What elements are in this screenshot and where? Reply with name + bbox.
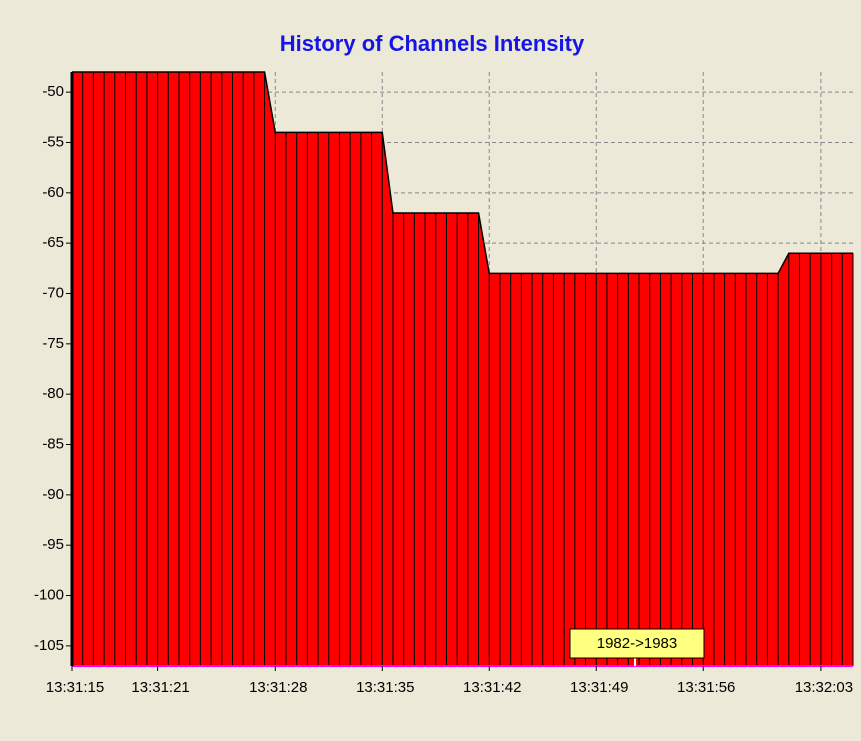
area [72,72,853,666]
y-tick-label: -105 [34,637,64,654]
plot: -50 -55 -60 -65 -70 -75 -80 -85 -90 -95 -100 -105 13… [34,71,854,696]
y-tick-label: -85 [42,435,64,452]
y-tick-label: -95 [42,536,64,553]
y-tick-label: -60 [42,184,64,201]
y-tick-label: -75 [42,335,64,352]
x-tick-label: 13:31:42 [463,679,521,696]
y-tick-label: -50 [42,83,64,100]
x-tick-label: 13:32:03 [795,679,853,696]
x-tick-label: 13:31:15 [46,679,104,696]
x-tick-label: 13:31:28 [249,679,307,696]
x-tick-label: 13:31:56 [677,679,735,696]
y-tick-label: -90 [42,486,64,503]
y-tick-label: -65 [42,234,64,251]
y-tick-label: -70 [42,284,64,301]
y-tick-label: -80 [42,385,64,402]
y-tick-label: -100 [34,586,64,603]
area-outline [72,71,853,275]
chart-title: History of Channels Intensity [280,31,585,56]
x-tick-label: 13:31:35 [356,679,414,696]
annotation-box [569,628,705,659]
y-tick-label: -55 [42,133,64,150]
x-tick-label: 13:31:21 [131,679,189,696]
x-tick-label: 13:31:49 [570,679,628,696]
annotation: 1982->1983 [597,635,678,652]
